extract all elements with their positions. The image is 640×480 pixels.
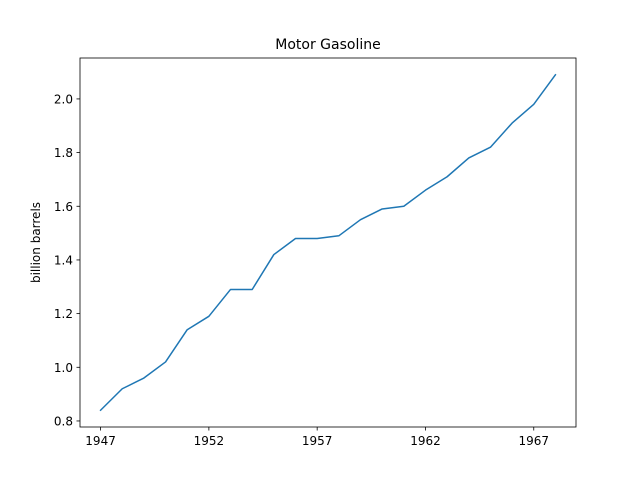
y-tick-label: 1.0 (54, 361, 73, 375)
plot-frame (79, 57, 577, 428)
plot-background (80, 58, 576, 427)
y-tick-label: 1.2 (54, 307, 73, 321)
series-line-0 (99, 73, 557, 412)
y-tick-label: 1.6 (54, 200, 73, 214)
y-tick-label: 2.0 (54, 92, 73, 106)
x-tick-label: 1947 (85, 434, 116, 448)
y-tick-label: 0.8 (54, 414, 73, 428)
y-axis-label: billion barrels (29, 202, 43, 283)
x-tick-label: 1962 (410, 434, 441, 448)
y-tick-label: 1.8 (54, 146, 73, 160)
x-tick-label: 1967 (518, 434, 549, 448)
x-tick-label: 1952 (194, 434, 225, 448)
y-tick-label: 1.4 (54, 253, 73, 267)
x-axis-ticks: 1947 1952 1957 1962 1967 (85, 427, 549, 448)
series-layer (99, 73, 557, 412)
chart-title: Motor Gasoline (275, 37, 380, 53)
y-axis-ticks: 0.8 1.0 1.2 1.4 1.6 1.8 2.0 (54, 92, 80, 428)
x-tick-label: 1957 (302, 434, 333, 448)
